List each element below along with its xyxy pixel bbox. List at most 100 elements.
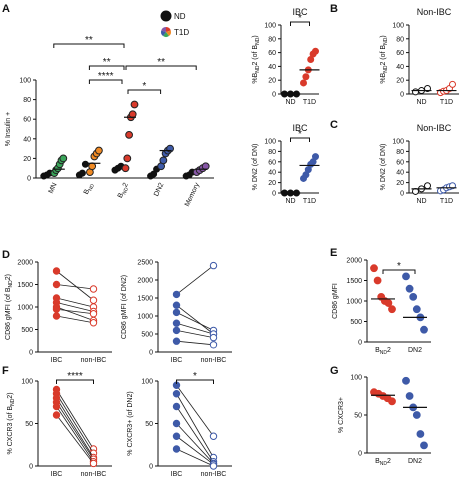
data-point-non-ibc [209, 333, 218, 342]
panel-title: Non-IBC [417, 7, 452, 17]
y-tick-label: 2500 [137, 260, 153, 267]
paired-line [176, 393, 214, 458]
data-point [373, 276, 382, 285]
y-tick-label: 0 [149, 350, 153, 357]
significance-label: * [298, 13, 302, 24]
y-tick-label: 1500 [137, 296, 153, 303]
significance-label: * [193, 371, 197, 382]
x-tick-label: BND [83, 182, 96, 197]
significance-bracket [56, 379, 94, 384]
significance-bracket [290, 137, 310, 142]
y-tick-label: 100 [392, 23, 404, 30]
y-tick-label: 2000 [346, 258, 362, 265]
data-point-ibc [172, 390, 181, 398]
legend-marker-t1d-slice [166, 27, 171, 32]
paired-line [176, 304, 214, 335]
x-tick-label: non-IBC [81, 357, 107, 364]
legend: ND T1D [160, 10, 189, 37]
y-tick-label: 40 [23, 136, 31, 143]
y-tick-label: 50 [354, 413, 362, 420]
x-tick-label: non-IBC [201, 471, 227, 478]
legend-marker-t1d-slice [161, 30, 166, 37]
data-point-ibc [172, 337, 181, 345]
data-point-non-ibc [89, 319, 98, 327]
y-tick-label: 2000 [137, 278, 153, 285]
data-point [416, 430, 425, 438]
data-point-ibc [52, 305, 61, 313]
legend-label-t1d: T1D [174, 28, 189, 37]
paired-line [56, 315, 94, 324]
data-point [405, 392, 414, 400]
x-tick-label: ND [285, 198, 295, 205]
panel-letter-C: C [330, 119, 338, 131]
data-point-non-ibc [89, 285, 98, 293]
data-point-ibc [172, 319, 181, 327]
significance-label: **** [98, 71, 114, 82]
data-point-ibc [172, 301, 181, 309]
legend-label-nd: ND [174, 12, 186, 21]
data-point-t1d [159, 156, 168, 165]
y-tick-label: 100 [350, 375, 362, 382]
significance-label: * [298, 129, 302, 140]
significance-bracket [53, 43, 125, 48]
x-tick-label: DN2 [153, 182, 165, 198]
y-tick-label: 80 [268, 149, 276, 156]
y-tick-label: 20 [396, 78, 404, 85]
significance-label: ** [157, 57, 165, 68]
data-point [412, 305, 421, 314]
y-tick-label: 60 [396, 50, 404, 57]
significance-bracket [125, 65, 197, 70]
data-point [420, 325, 428, 334]
y-axis-label: CD86 gMFI (of DN2) [121, 275, 128, 339]
y-tick-label: 60 [268, 50, 276, 57]
y-tick-label: 2000 [17, 260, 33, 267]
y-tick-label: 0 [27, 176, 31, 183]
y-tick-label: 80 [396, 36, 404, 43]
y-tick-label: 40 [396, 64, 404, 71]
y-axis-label: % CXCR3+ [338, 397, 345, 433]
y-axis-label: % Insulin + [5, 112, 12, 146]
data-point [312, 47, 319, 55]
data-point [424, 182, 431, 190]
data-point [420, 441, 428, 450]
data-point-nd [150, 170, 158, 178]
data-point [370, 264, 378, 273]
significance-label: * [397, 261, 401, 272]
paired-line [56, 306, 94, 321]
paired-line [56, 389, 94, 450]
y-tick-label: 500 [141, 332, 153, 339]
panel-title: IBC [292, 123, 308, 133]
panel-letter-A: A [2, 3, 10, 15]
y-axis-label: %BND2 (of BND) [380, 35, 389, 83]
data-point-non-ibc [209, 432, 218, 440]
y-tick-label: 0 [29, 350, 33, 357]
paired-line [56, 402, 94, 460]
panel-letter-B: B [330, 3, 338, 15]
x-tick-label: DN2 [408, 347, 422, 354]
y-tick-label: 1000 [346, 299, 362, 306]
y-axis-label: % DN2 (of DN) [252, 144, 259, 191]
data-point [300, 79, 307, 87]
data-point [312, 153, 319, 161]
significance-label: ** [103, 57, 111, 68]
x-tick-label: IBC [51, 357, 63, 364]
x-tick-label: IBC [171, 471, 183, 478]
significance-bracket [127, 89, 162, 94]
panel-letter-E: E [330, 247, 337, 259]
data-point [449, 80, 456, 88]
y-tick-label: 0 [272, 92, 276, 99]
data-point [409, 293, 418, 301]
x-tick-label: MN [48, 182, 59, 195]
y-tick-label: 50 [145, 421, 153, 428]
y-tick-label: 1000 [17, 305, 33, 312]
data-point [388, 397, 396, 406]
y-tick-label: 1500 [17, 282, 33, 289]
y-tick-label: 60 [396, 159, 404, 166]
data-point [388, 305, 396, 314]
data-point-non-ibc [89, 459, 98, 468]
significance-bracket [176, 379, 214, 384]
data-point [402, 376, 410, 385]
data-point [402, 272, 410, 281]
